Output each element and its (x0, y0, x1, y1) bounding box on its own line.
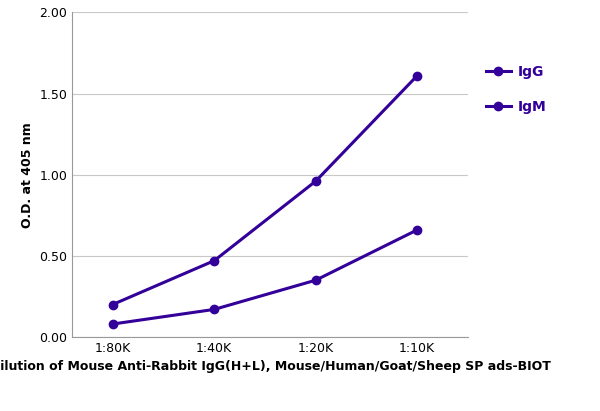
Line: IgM: IgM (109, 226, 421, 328)
IgG (312, 179, 319, 184)
Line: IgG: IgG (109, 72, 421, 309)
IgG (109, 302, 116, 307)
IgM (413, 227, 421, 232)
Legend: IgG, IgM: IgG, IgM (479, 58, 553, 121)
IgG (413, 73, 421, 78)
IgM (109, 321, 116, 326)
IgM (312, 278, 319, 283)
IgG (211, 258, 218, 263)
Y-axis label: O.D. at 405 nm: O.D. at 405 nm (20, 122, 34, 228)
IgM (211, 307, 218, 312)
X-axis label: Dilution of Mouse Anti-Rabbit IgG(H+L), Mouse/Human/Goat/Sheep SP ads-BIOT: Dilution of Mouse Anti-Rabbit IgG(H+L), … (0, 360, 550, 374)
